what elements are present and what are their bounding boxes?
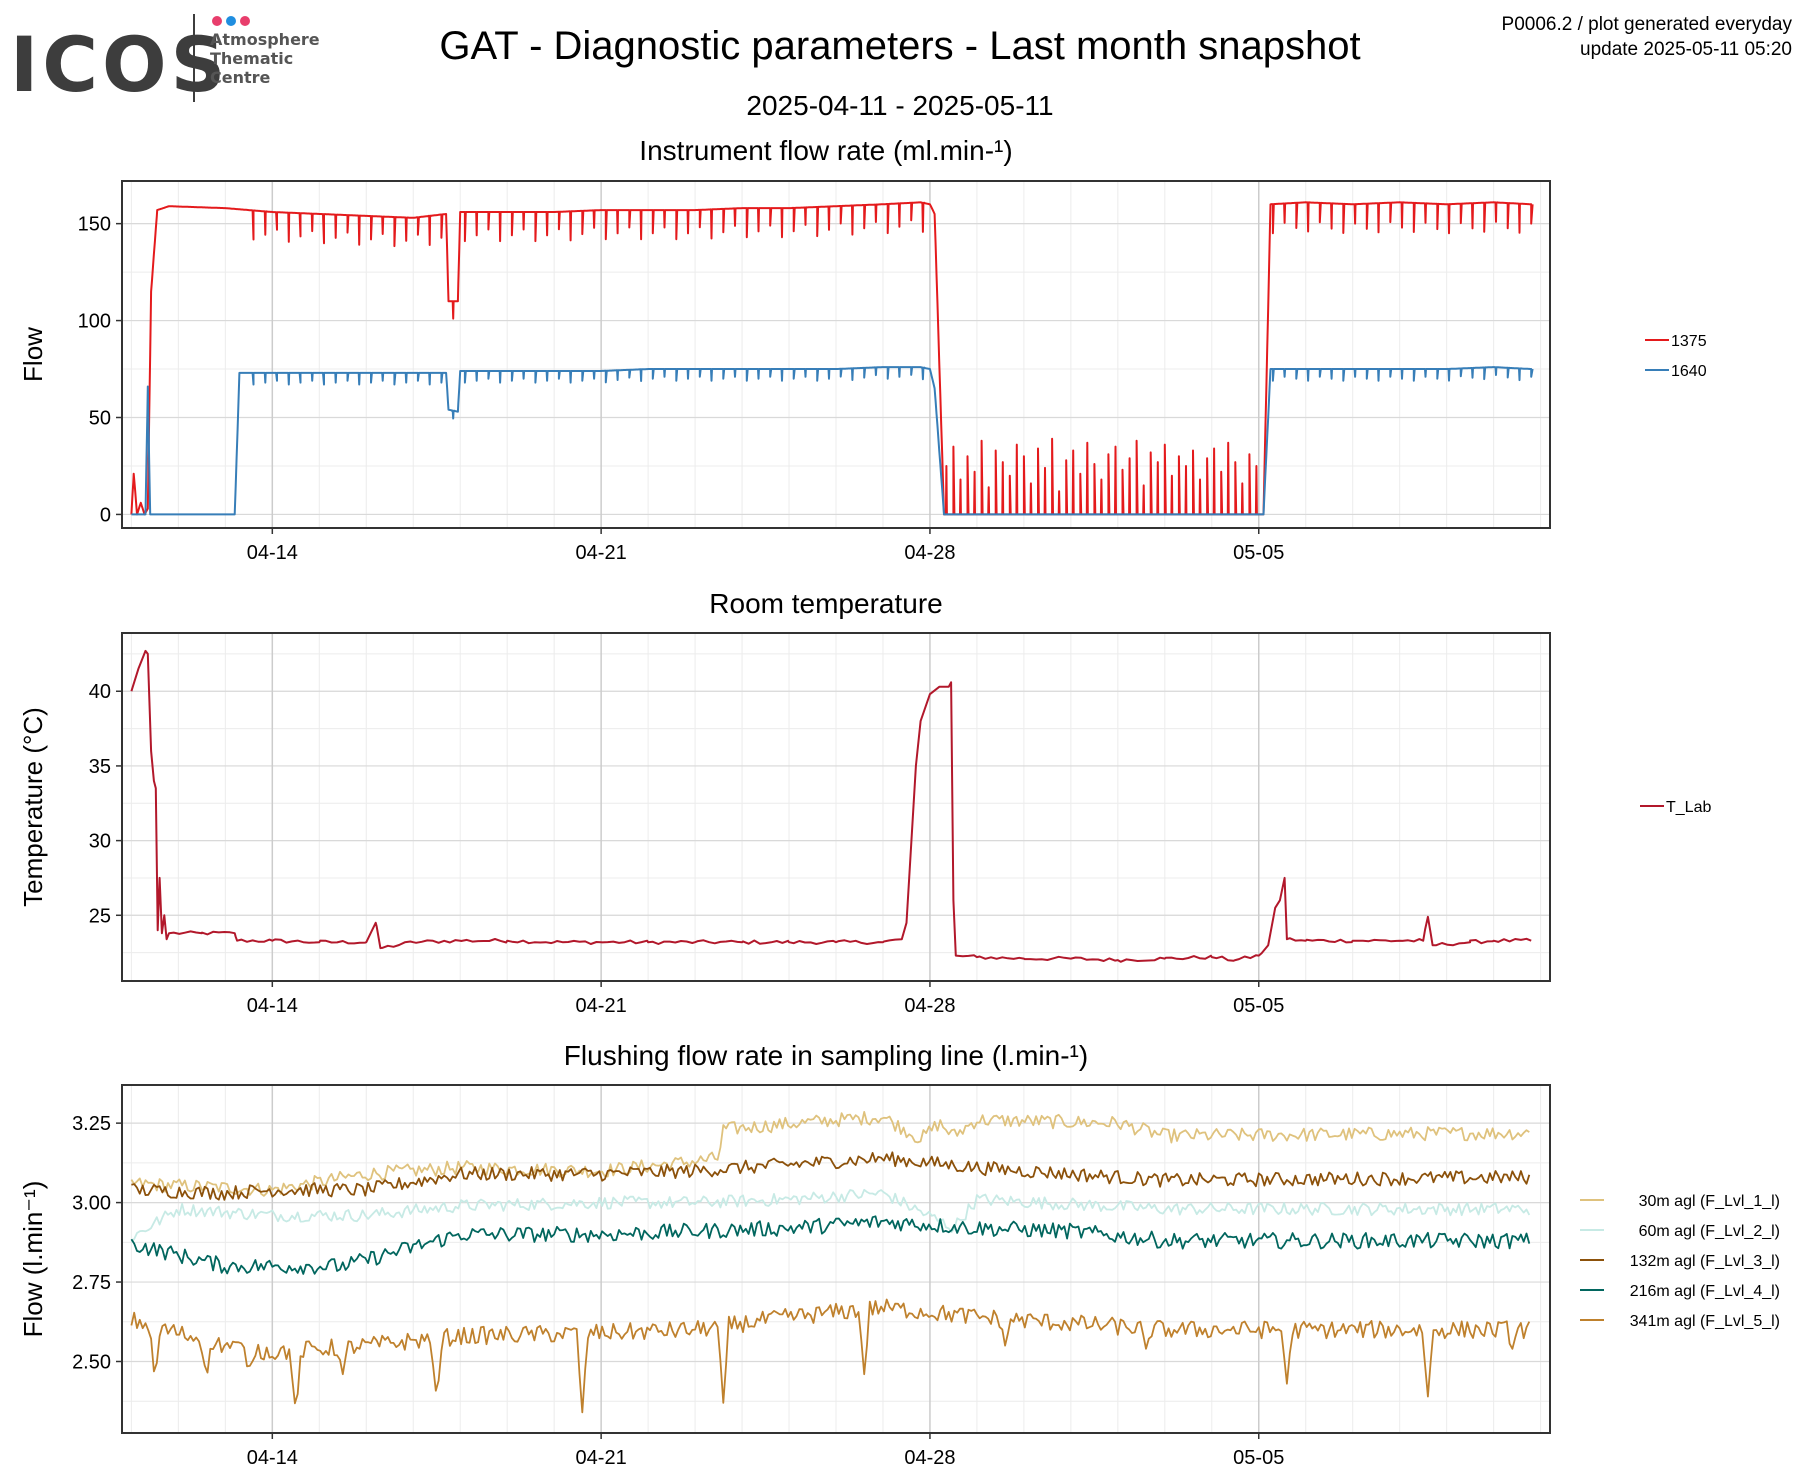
y-axis-label: Temperature (°C) <box>18 707 48 907</box>
logo-sub-line: Centre <box>210 68 271 87</box>
logo-wordmark: ICOS <box>10 20 230 109</box>
plot-id-text: P0006.2 / plot generated everyday <box>1501 14 1792 35</box>
x-tick-label: 04-14 <box>247 1447 298 1469</box>
legend-label: 30m agl (F_Lvl_1_l) <box>1639 1193 1780 1210</box>
update-info: P0006.2 / plot generated everyday update… <box>1502 12 1792 62</box>
x-tick-label: 04-28 <box>904 995 955 1017</box>
x-tick-label: 04-14 <box>247 995 298 1017</box>
chart-panel-2: Room temperature T_Lab 25 30 35 40 04-14 04-21 0… <box>18 588 1711 1017</box>
series-line-132m-agl-f-lvl-3-l- <box>131 1151 1531 1201</box>
icos-logo: ICOS Atmosphere Thematic Centre <box>10 14 340 109</box>
y-axis-label: Flow (l.min⁻¹) <box>18 1181 48 1338</box>
chart-panel-1: Instrument flow rate (ml.min-¹) 1375 1640 0… <box>18 135 1707 564</box>
y-tick-label: 0 <box>100 504 111 526</box>
y-tick-label: 100 <box>78 311 111 333</box>
x-tick-label: 04-21 <box>576 995 627 1017</box>
panel-border <box>121 1084 1551 1434</box>
series-line-216m-agl-f-lvl-4-l- <box>130 1215 1531 1275</box>
y-tick-label: 40 <box>89 681 111 703</box>
y-tick-label: 2.75 <box>72 1272 111 1294</box>
y-tick-label: 3.25 <box>72 1113 111 1135</box>
y-tick-label: 3.00 <box>72 1193 111 1215</box>
logo-dot-icon <box>226 16 236 26</box>
x-tick-label: 05-05 <box>1233 1447 1284 1469</box>
legend-label: T_Lab <box>1666 799 1711 816</box>
y-tick-label: 2.50 <box>72 1351 111 1373</box>
legend-label: 1375 <box>1671 333 1707 350</box>
chart-panel-3: Flushing flow rate in sampling line (l.m… <box>18 1040 1780 1469</box>
y-tick-label: 50 <box>89 408 111 430</box>
logo-sub-line: Thematic <box>210 49 294 68</box>
logo-dot-icon <box>212 16 222 26</box>
panel-border <box>121 180 1551 529</box>
chart-title: Instrument flow rate (ml.min-¹) <box>639 135 1012 166</box>
series-line-30m-agl-f-lvl-1-l- <box>130 1111 1530 1197</box>
series-line-1640 <box>131 366 1534 516</box>
series-line-1375 <box>130 201 1534 516</box>
chart-title: Flushing flow rate in sampling line (l.m… <box>564 1040 1088 1071</box>
x-tick-label: 04-28 <box>904 1447 955 1469</box>
series-line-t-lab <box>130 649 1532 963</box>
series-line-341m-agl-f-lvl-5-l- <box>130 1298 1531 1414</box>
legend-label: 60m agl (F_Lvl_2_l) <box>1639 1223 1780 1240</box>
y-tick-label: 25 <box>89 905 111 927</box>
x-tick-label: 05-05 <box>1233 542 1284 564</box>
y-axis-label: Flow <box>18 327 48 382</box>
logo-sub-line: Atmosphere <box>210 30 320 49</box>
chart-title: Room temperature <box>709 588 942 619</box>
legend-label: 1640 <box>1671 363 1707 380</box>
logo-divider <box>193 14 195 102</box>
x-tick-label: 05-05 <box>1233 995 1284 1017</box>
x-tick-label: 04-28 <box>904 542 955 564</box>
logo-subtitle: Atmosphere Thematic Centre <box>210 30 320 87</box>
legend-label: 216m agl (F_Lvl_4_l) <box>1630 1283 1780 1300</box>
date-range-subtitle: 2025-04-11 - 2025-05-11 <box>746 90 1054 121</box>
legend-label: 132m agl (F_Lvl_3_l) <box>1630 1253 1780 1270</box>
y-tick-label: 30 <box>89 831 111 853</box>
y-tick-label: 35 <box>89 756 111 778</box>
legend-label: 341m agl (F_Lvl_5_l) <box>1630 1313 1780 1330</box>
x-tick-label: 04-21 <box>576 1447 627 1469</box>
x-tick-label: 04-21 <box>576 542 627 564</box>
series-line-60m-agl-f-lvl-2-l- <box>130 1188 1531 1243</box>
logo-dot-icon <box>240 16 250 26</box>
y-tick-label: 150 <box>78 214 111 236</box>
update-timestamp: update 2025-05-11 05:20 <box>1580 39 1792 60</box>
panel-border <box>121 632 1551 982</box>
x-tick-label: 04-14 <box>247 542 298 564</box>
page-title: GAT - Diagnostic parameters - Last month… <box>439 24 1361 68</box>
